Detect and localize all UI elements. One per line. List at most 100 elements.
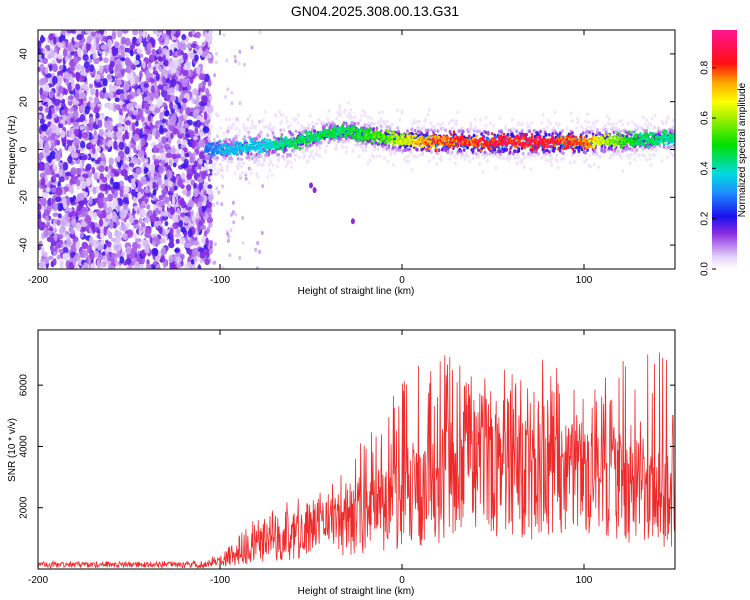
- spectrogram-cell: [308, 143, 312, 148]
- spectrogram-cell: [106, 214, 113, 220]
- spectrogram-cell: [70, 76, 74, 83]
- spectrogram-cell: [339, 134, 343, 138]
- spectrogram-cell: [70, 167, 77, 176]
- spectrogram-cell: [181, 139, 188, 146]
- spectrogram-cell: [133, 133, 140, 142]
- spectrogram-cell: [68, 95, 74, 101]
- spectrogram-cell: [180, 253, 185, 260]
- spectrogram-cell: [259, 154, 263, 159]
- spectrogram-cell: [237, 129, 241, 133]
- spectrogram-cell: [154, 207, 160, 216]
- spectrogram-cell: [175, 256, 182, 263]
- spectrogram-cell: [207, 194, 214, 202]
- spectrogram-cell: [198, 158, 203, 165]
- spectrogram-cell: [207, 184, 213, 189]
- spectrogram-cell: [285, 120, 289, 124]
- spectrogram-cell: [240, 157, 243, 162]
- spectrogram-cell: [219, 162, 223, 167]
- spectrogram-cell: [380, 110, 384, 115]
- spectrogram-cell: [90, 263, 95, 269]
- spectrogram-cell: [268, 124, 272, 129]
- spectrogram-cell: [497, 129, 501, 134]
- spectrogram-cell: [249, 171, 253, 176]
- spectrogram-cell: [236, 157, 240, 161]
- spectrogram-cell: [169, 87, 176, 96]
- spectrogram-cell: [485, 153, 489, 157]
- spectrogram-cell: [378, 154, 382, 159]
- spectrogram-cell: [193, 240, 199, 246]
- spectrogram-cell: [234, 59, 238, 64]
- spectrogram-cell: [122, 133, 126, 142]
- spectrogram-cell: [415, 119, 419, 124]
- spectrogram-cell: [596, 119, 599, 123]
- spectrogram-cell: [162, 189, 166, 199]
- spectrogram-cell: [534, 150, 538, 154]
- spectrogram-cell: [343, 108, 347, 112]
- spectrogram-cell: [44, 162, 50, 172]
- spectrogram-cell: [88, 196, 93, 206]
- chart-title: GN04.2025.308.00.13.G31: [291, 3, 459, 19]
- spectrogram-cell: [81, 131, 88, 139]
- spectrogram-cell: [110, 257, 115, 266]
- spectrogram-cell: [157, 177, 163, 186]
- spectrogram-cell: [81, 249, 89, 259]
- spectrogram-cell: [107, 139, 114, 147]
- spectrogram-cell: [56, 254, 61, 260]
- spectrogram-cell: [281, 148, 285, 152]
- spectrogram-cell: [335, 116, 338, 121]
- spectrogram-cell: [319, 140, 323, 145]
- spectrogram-cell: [38, 196, 42, 203]
- spectrogram-cell: [350, 116, 354, 120]
- spectrogram-cell: [638, 125, 642, 129]
- spectrogram-cell: [176, 121, 180, 130]
- spectrogram-cell: [230, 126, 234, 130]
- spectrogram-cell: [586, 112, 589, 117]
- spectrogram-cell: [182, 65, 189, 71]
- spectrogram-cell: [96, 146, 101, 153]
- spectrogram-cell: [244, 176, 248, 181]
- spectrogram-cell: [520, 161, 524, 165]
- spectrogram-cell: [296, 121, 300, 125]
- spectrogram-cell: [152, 66, 157, 73]
- spectrogram-cell: [90, 222, 95, 232]
- spectrogram-cell: [337, 113, 341, 117]
- spectrogram-cell: [363, 123, 367, 127]
- spectrogram-cell: [51, 75, 58, 85]
- spectrogram-cell: [643, 154, 646, 159]
- spectrogram-cell: [433, 125, 437, 129]
- spectrogram-cell: [38, 220, 43, 229]
- spectrogram-cell: [82, 154, 88, 161]
- spectrogram-cell: [62, 48, 68, 58]
- spectrogram-cell: [229, 228, 233, 233]
- spectrogram-cell: [264, 110, 267, 114]
- spectrogram-cell: [215, 51, 219, 56]
- spectrogram-cell: [138, 263, 145, 269]
- spectrogram-cell: [631, 120, 634, 124]
- spectrogram-cell: [49, 90, 54, 99]
- spectrogram-cell: [385, 120, 389, 124]
- spectrogram-cell: [483, 155, 487, 159]
- spectrogram-cell: [51, 132, 56, 141]
- spectrogram-cell: [245, 126, 249, 131]
- spectrogram-cell: [178, 82, 183, 91]
- spectrogram-cell: [213, 153, 216, 157]
- spectrogram-cell: [213, 141, 217, 146]
- spectrogram-cell: [608, 117, 611, 121]
- spectrogram-cell: [127, 94, 133, 100]
- spectrogram-cell: [669, 151, 672, 155]
- spectrogram-cell: [599, 155, 603, 159]
- spectrogram-cell: [134, 261, 140, 269]
- spectrogram-cell: [171, 67, 177, 74]
- spectrogram-cell: [88, 96, 94, 102]
- spectrogram-cell: [53, 232, 58, 242]
- spectrogram-cell: [206, 159, 210, 164]
- spectrogram-cell: [161, 136, 167, 144]
- spectrogram-cell: [603, 149, 607, 153]
- spectrogram-cell: [552, 149, 556, 153]
- spectrogram-cell: [628, 147, 632, 151]
- spectrogram-cell: [553, 110, 557, 115]
- spectrogram-cell: [158, 206, 163, 212]
- spectrogram-cell: [123, 83, 130, 91]
- spectrogram-cell: [107, 103, 114, 111]
- spectrogram-cell: [104, 166, 109, 172]
